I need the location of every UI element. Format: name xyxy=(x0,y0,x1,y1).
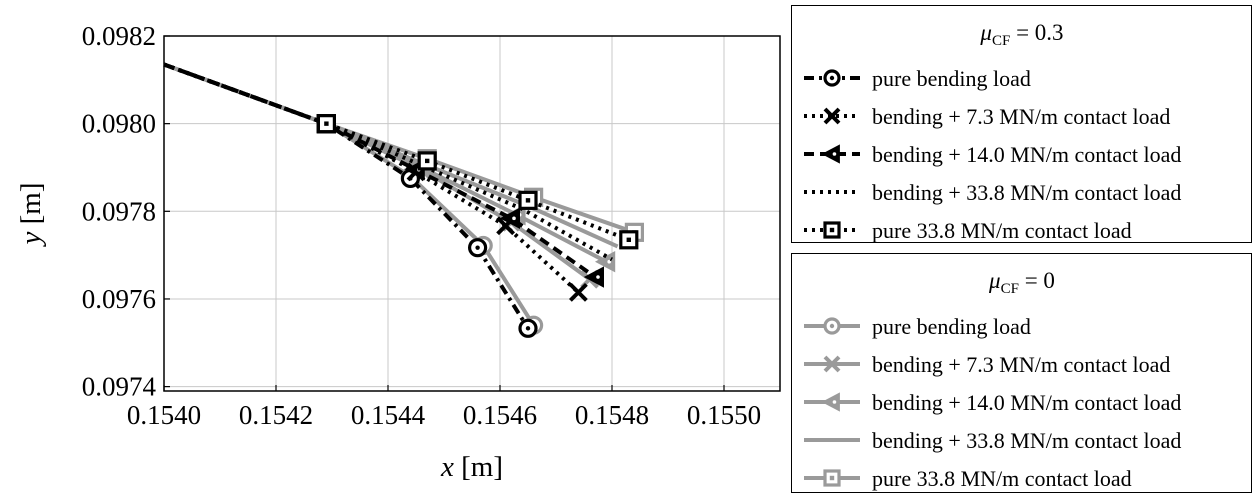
legend-label: bending + 14.0 MN/m contact load xyxy=(872,390,1181,415)
chart-plot: 0.1540 0.1542 0.1544 0.1546 0.1548 0.1550 0.09… xyxy=(15,21,781,483)
legend-label: bending + 7.3 MN/m contact load xyxy=(872,104,1170,129)
circle-marker-dot xyxy=(829,75,835,81)
legend-label: pure 33.8 MN/m contact load xyxy=(872,466,1132,491)
x-marker xyxy=(823,355,841,373)
legend-label: pure bending load xyxy=(872,66,1031,91)
x-axis-label: x [m] xyxy=(440,451,503,483)
x-marker xyxy=(568,282,588,302)
square-marker-dot xyxy=(425,158,430,164)
triangle-marker-dot xyxy=(607,259,611,264)
legend-label: bending + 7.3 MN/m contact load xyxy=(872,352,1170,377)
triangle-marker-dot xyxy=(512,216,516,221)
legend-mu-0.3: μCF = 0.3 pure bending load bending + 7.3 … xyxy=(791,5,1252,243)
triangle-marker xyxy=(821,392,840,412)
x-tick-label: 0.1548 xyxy=(575,400,649,430)
triangle-marker xyxy=(821,144,840,164)
y-axis-label: y [m] xyxy=(15,183,47,248)
legend-title: μCF = 0 xyxy=(988,268,1055,297)
triangle-marker-dot xyxy=(596,275,600,279)
legend-label: pure 33.8 MN/m contact load xyxy=(872,218,1132,243)
series-line xyxy=(163,62,608,264)
x-tick-label: 0.1540 xyxy=(127,400,201,430)
plot-frame xyxy=(163,35,781,392)
axis-ticks: 0.1540 0.1542 0.1544 0.1546 0.1548 0.1550 0.09… xyxy=(82,21,761,430)
grid-lines xyxy=(163,35,780,391)
y-tick-label: 0.0978 xyxy=(82,196,156,226)
legend-title: μCF = 0.3 xyxy=(979,20,1063,49)
x-tick-label: 0.1544 xyxy=(351,400,426,430)
series-line xyxy=(163,62,530,330)
legend-entries: μCF = 0 pure bending load bending + 7.3 MN… xyxy=(804,268,1181,491)
legend-entries: μCF = 0.3 pure bending load bending + 7.3 … xyxy=(804,20,1181,243)
series-line xyxy=(163,62,580,294)
y-tick-label: 0.0980 xyxy=(82,109,156,139)
series-layer xyxy=(163,62,645,338)
square-marker-dot xyxy=(525,198,531,203)
triangle-marker-dot xyxy=(832,152,837,156)
x-marker xyxy=(823,107,841,125)
y-tick-label: 0.0976 xyxy=(82,284,156,314)
circle-marker-dot xyxy=(475,245,480,250)
legend-label: pure bending load xyxy=(872,314,1031,339)
y-tick-label: 0.0982 xyxy=(82,21,156,51)
x-tick-label: 0.1542 xyxy=(239,400,313,430)
series-line xyxy=(163,62,591,281)
triangle-marker xyxy=(594,251,616,273)
legend-label: bending + 14.0 MN/m contact load xyxy=(872,142,1181,167)
legend-mu-0: μCF = 0 pure bending load bending + 7.3 MN… xyxy=(791,253,1252,493)
triangle-marker-dot xyxy=(832,400,837,404)
square-marker-dot xyxy=(829,227,835,233)
legend-label: bending + 33.8 MN/m contact load xyxy=(872,428,1181,453)
triangle-marker xyxy=(583,266,604,288)
circle-marker-dot xyxy=(525,326,531,331)
square-marker-dot xyxy=(626,237,631,242)
circle-marker-dot xyxy=(829,323,835,329)
x-tick-label: 0.1546 xyxy=(463,400,537,430)
series-line xyxy=(163,62,597,279)
x-tick-label: 0.1550 xyxy=(687,400,761,430)
square-marker-dot xyxy=(324,121,329,126)
triangle-marker xyxy=(499,207,520,229)
y-tick-label: 0.0974 xyxy=(82,372,157,402)
legend-label: bending + 33.8 MN/m contact load xyxy=(872,180,1181,205)
square-marker-dot xyxy=(829,475,835,481)
